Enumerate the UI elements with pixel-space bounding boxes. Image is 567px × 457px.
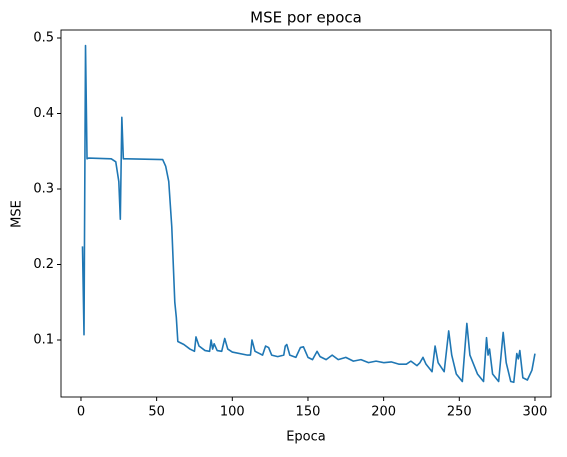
line-series	[81, 44, 536, 384]
chart-title: MSE por epoca	[250, 9, 362, 27]
x-tick-label: 100	[220, 405, 245, 420]
x-tick-label: 250	[447, 405, 472, 420]
x-tick-label: 0	[77, 405, 85, 420]
axes-frame	[60, 29, 552, 398]
x-axis-label: Epoca	[286, 430, 326, 445]
x-tick-label: 300	[523, 405, 548, 420]
y-tick-label: 0.5	[33, 31, 54, 46]
y-tick-label: 0.3	[33, 182, 54, 197]
x-tick-label: 150	[296, 405, 321, 420]
y-tick-label: 0.1	[33, 332, 54, 347]
y-tick-label: 0.2	[33, 257, 54, 272]
y-tick-label: 0.4	[33, 106, 54, 121]
x-tick-label: 200	[371, 405, 396, 420]
y-axis-label: MSE	[10, 200, 25, 228]
x-tick-label: 50	[148, 405, 165, 420]
